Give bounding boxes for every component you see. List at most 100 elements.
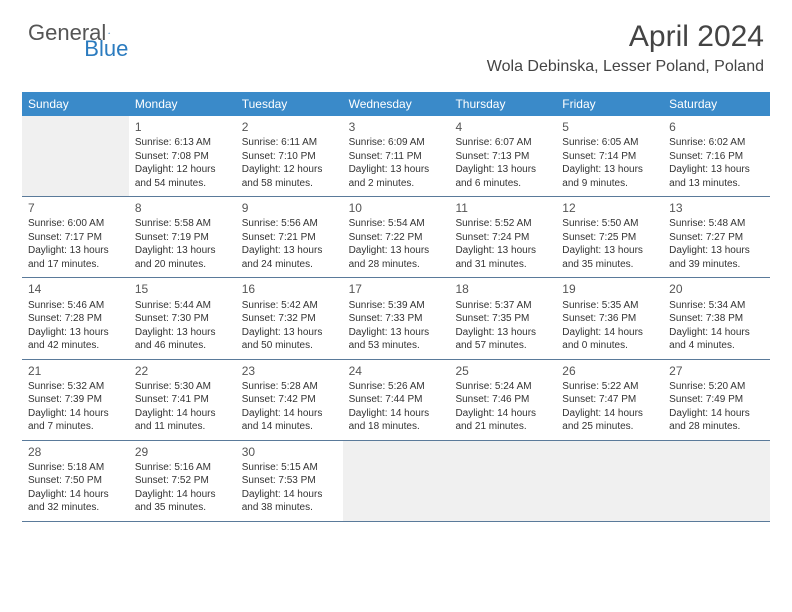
day-sunset: Sunset: 7:17 PM	[28, 231, 123, 245]
weeks-container: 1Sunrise: 6:13 AMSunset: 7:08 PMDaylight…	[22, 116, 770, 522]
day-dl1: Daylight: 14 hours	[455, 407, 550, 421]
day-dl2: and 46 minutes.	[135, 339, 230, 353]
day-cell: 25Sunrise: 5:24 AMSunset: 7:46 PMDayligh…	[449, 360, 556, 440]
day-cell: 16Sunrise: 5:42 AMSunset: 7:32 PMDayligh…	[236, 278, 343, 358]
day-sunrise: Sunrise: 6:00 AM	[28, 217, 123, 231]
day-dl1: Daylight: 13 hours	[349, 326, 444, 340]
day-number: 4	[455, 119, 550, 135]
day-cell-empty	[556, 441, 663, 521]
day-sunrise: Sunrise: 6:09 AM	[349, 136, 444, 150]
day-dl1: Daylight: 13 hours	[669, 163, 764, 177]
day-sunrise: Sunrise: 5:42 AM	[242, 299, 337, 313]
day-cell: 26Sunrise: 5:22 AMSunset: 7:47 PMDayligh…	[556, 360, 663, 440]
day-number: 29	[135, 444, 230, 460]
day-dl2: and 18 minutes.	[349, 420, 444, 434]
day-number: 8	[135, 200, 230, 216]
weekday-header-row: Sunday Monday Tuesday Wednesday Thursday…	[22, 92, 770, 116]
day-sunset: Sunset: 7:39 PM	[28, 393, 123, 407]
day-dl2: and 31 minutes.	[455, 258, 550, 272]
day-number: 5	[562, 119, 657, 135]
week-row: 1Sunrise: 6:13 AMSunset: 7:08 PMDaylight…	[22, 116, 770, 197]
day-sunrise: Sunrise: 5:35 AM	[562, 299, 657, 313]
day-sunset: Sunset: 7:35 PM	[455, 312, 550, 326]
day-dl2: and 25 minutes.	[562, 420, 657, 434]
day-sunrise: Sunrise: 6:07 AM	[455, 136, 550, 150]
day-cell: 1Sunrise: 6:13 AMSunset: 7:08 PMDaylight…	[129, 116, 236, 196]
day-cell: 22Sunrise: 5:30 AMSunset: 7:41 PMDayligh…	[129, 360, 236, 440]
day-cell: 10Sunrise: 5:54 AMSunset: 7:22 PMDayligh…	[343, 197, 450, 277]
month-title: April 2024	[487, 20, 764, 54]
day-cell: 4Sunrise: 6:07 AMSunset: 7:13 PMDaylight…	[449, 116, 556, 196]
day-sunrise: Sunrise: 5:26 AM	[349, 380, 444, 394]
weekday-tuesday: Tuesday	[236, 92, 343, 116]
day-sunrise: Sunrise: 5:18 AM	[28, 461, 123, 475]
day-sunset: Sunset: 7:33 PM	[349, 312, 444, 326]
page-header: General Blue April 2024 Wola Debinska, L…	[0, 0, 792, 84]
day-number: 18	[455, 281, 550, 297]
day-sunrise: Sunrise: 5:54 AM	[349, 217, 444, 231]
day-cell: 9Sunrise: 5:56 AMSunset: 7:21 PMDaylight…	[236, 197, 343, 277]
day-sunset: Sunset: 7:53 PM	[242, 474, 337, 488]
day-sunrise: Sunrise: 5:37 AM	[455, 299, 550, 313]
day-cell: 23Sunrise: 5:28 AMSunset: 7:42 PMDayligh…	[236, 360, 343, 440]
week-row: 21Sunrise: 5:32 AMSunset: 7:39 PMDayligh…	[22, 360, 770, 441]
day-dl1: Daylight: 14 hours	[28, 488, 123, 502]
day-sunset: Sunset: 7:08 PM	[135, 150, 230, 164]
day-dl1: Daylight: 14 hours	[349, 407, 444, 421]
day-dl1: Daylight: 13 hours	[242, 244, 337, 258]
day-number: 24	[349, 363, 444, 379]
day-cell-empty	[22, 116, 129, 196]
day-cell: 15Sunrise: 5:44 AMSunset: 7:30 PMDayligh…	[129, 278, 236, 358]
day-sunset: Sunset: 7:50 PM	[28, 474, 123, 488]
day-dl1: Daylight: 13 hours	[562, 163, 657, 177]
day-dl1: Daylight: 14 hours	[242, 488, 337, 502]
day-dl1: Daylight: 13 hours	[135, 244, 230, 258]
day-number: 1	[135, 119, 230, 135]
day-sunset: Sunset: 7:30 PM	[135, 312, 230, 326]
day-sunset: Sunset: 7:14 PM	[562, 150, 657, 164]
day-dl1: Daylight: 14 hours	[242, 407, 337, 421]
day-dl1: Daylight: 12 hours	[242, 163, 337, 177]
day-sunset: Sunset: 7:32 PM	[242, 312, 337, 326]
day-sunrise: Sunrise: 6:02 AM	[669, 136, 764, 150]
day-sunset: Sunset: 7:19 PM	[135, 231, 230, 245]
day-cell: 27Sunrise: 5:20 AMSunset: 7:49 PMDayligh…	[663, 360, 770, 440]
day-dl1: Daylight: 13 hours	[562, 244, 657, 258]
day-sunrise: Sunrise: 5:30 AM	[135, 380, 230, 394]
day-number: 11	[455, 200, 550, 216]
day-dl1: Daylight: 13 hours	[455, 244, 550, 258]
day-cell: 3Sunrise: 6:09 AMSunset: 7:11 PMDaylight…	[343, 116, 450, 196]
day-cell: 6Sunrise: 6:02 AMSunset: 7:16 PMDaylight…	[663, 116, 770, 196]
day-number: 25	[455, 363, 550, 379]
day-number: 19	[562, 281, 657, 297]
day-dl2: and 6 minutes.	[455, 177, 550, 191]
day-dl2: and 17 minutes.	[28, 258, 123, 272]
day-cell: 8Sunrise: 5:58 AMSunset: 7:19 PMDaylight…	[129, 197, 236, 277]
location-text: Wola Debinska, Lesser Poland, Poland	[487, 58, 764, 76]
day-dl1: Daylight: 14 hours	[669, 407, 764, 421]
day-sunset: Sunset: 7:11 PM	[349, 150, 444, 164]
day-sunrise: Sunrise: 5:48 AM	[669, 217, 764, 231]
day-cell: 17Sunrise: 5:39 AMSunset: 7:33 PMDayligh…	[343, 278, 450, 358]
day-sunrise: Sunrise: 5:22 AM	[562, 380, 657, 394]
day-dl2: and 42 minutes.	[28, 339, 123, 353]
weekday-saturday: Saturday	[663, 92, 770, 116]
day-dl2: and 21 minutes.	[455, 420, 550, 434]
day-number: 12	[562, 200, 657, 216]
day-sunset: Sunset: 7:21 PM	[242, 231, 337, 245]
day-dl2: and 28 minutes.	[669, 420, 764, 434]
day-number: 13	[669, 200, 764, 216]
day-dl2: and 20 minutes.	[135, 258, 230, 272]
day-dl1: Daylight: 13 hours	[28, 326, 123, 340]
weekday-thursday: Thursday	[449, 92, 556, 116]
day-number: 23	[242, 363, 337, 379]
day-dl2: and 57 minutes.	[455, 339, 550, 353]
day-dl2: and 28 minutes.	[349, 258, 444, 272]
day-dl1: Daylight: 13 hours	[455, 163, 550, 177]
day-number: 20	[669, 281, 764, 297]
day-cell: 24Sunrise: 5:26 AMSunset: 7:44 PMDayligh…	[343, 360, 450, 440]
day-sunrise: Sunrise: 5:15 AM	[242, 461, 337, 475]
day-dl1: Daylight: 13 hours	[669, 244, 764, 258]
day-sunset: Sunset: 7:16 PM	[669, 150, 764, 164]
day-number: 16	[242, 281, 337, 297]
